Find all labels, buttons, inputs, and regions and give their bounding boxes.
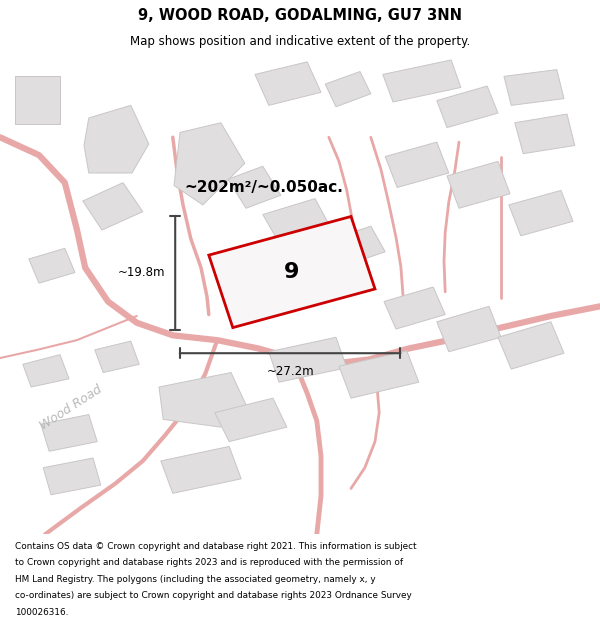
Polygon shape: [384, 287, 445, 329]
Polygon shape: [325, 71, 371, 107]
Text: co-ordinates) are subject to Crown copyright and database rights 2023 Ordnance S: co-ordinates) are subject to Crown copyr…: [15, 591, 412, 600]
Polygon shape: [437, 306, 501, 352]
Text: ~19.8m: ~19.8m: [118, 266, 165, 279]
Polygon shape: [498, 322, 564, 369]
Polygon shape: [504, 69, 564, 106]
Polygon shape: [329, 226, 385, 266]
Polygon shape: [383, 60, 461, 102]
Text: to Crown copyright and database rights 2023 and is reproduced with the permissio: to Crown copyright and database rights 2…: [15, 558, 403, 567]
Text: ~27.2m: ~27.2m: [266, 364, 314, 378]
Polygon shape: [269, 338, 347, 382]
Text: Map shows position and indicative extent of the property.: Map shows position and indicative extent…: [130, 34, 470, 48]
Text: 9, WOOD ROAD, GODALMING, GU7 3NN: 9, WOOD ROAD, GODALMING, GU7 3NN: [138, 8, 462, 23]
Polygon shape: [159, 372, 249, 427]
Polygon shape: [385, 142, 449, 188]
Text: Contains OS data © Crown copyright and database right 2021. This information is : Contains OS data © Crown copyright and d…: [15, 542, 416, 551]
Polygon shape: [29, 248, 75, 283]
Polygon shape: [174, 122, 245, 205]
Polygon shape: [263, 199, 329, 239]
Polygon shape: [228, 166, 281, 208]
Polygon shape: [15, 76, 60, 124]
Polygon shape: [23, 354, 69, 387]
Polygon shape: [447, 161, 510, 208]
Text: 9: 9: [284, 262, 299, 282]
Polygon shape: [209, 216, 375, 328]
Polygon shape: [515, 114, 575, 154]
Polygon shape: [41, 414, 97, 451]
Polygon shape: [339, 351, 419, 398]
Text: 100026316.: 100026316.: [15, 608, 68, 617]
Polygon shape: [255, 62, 321, 106]
Text: Wood Road: Wood Road: [37, 383, 104, 432]
Polygon shape: [509, 191, 573, 236]
Polygon shape: [161, 446, 241, 493]
Polygon shape: [84, 106, 149, 173]
Polygon shape: [95, 341, 139, 372]
Polygon shape: [437, 86, 498, 128]
Polygon shape: [215, 398, 287, 442]
Text: HM Land Registry. The polygons (including the associated geometry, namely x, y: HM Land Registry. The polygons (includin…: [15, 574, 376, 584]
Polygon shape: [83, 182, 143, 230]
Polygon shape: [43, 458, 101, 495]
Text: ~202m²/~0.050ac.: ~202m²/~0.050ac.: [185, 180, 344, 195]
